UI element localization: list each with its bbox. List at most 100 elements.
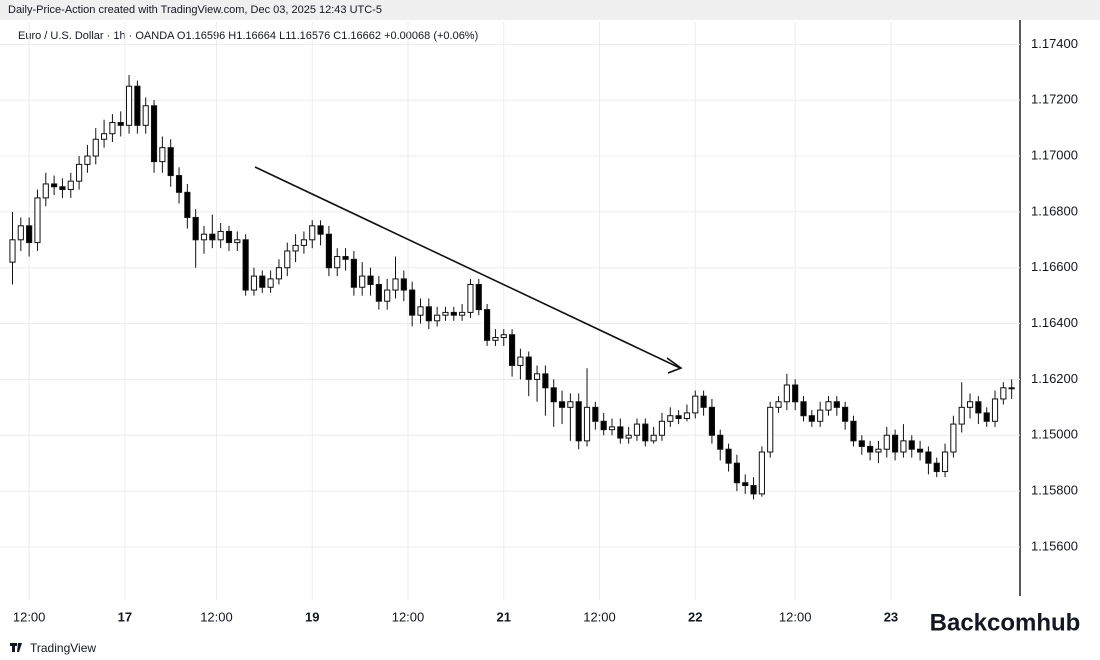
candles — [9, 75, 1015, 500]
candle-body — [67, 180, 74, 191]
candle-body — [1008, 387, 1015, 390]
candle-body — [500, 334, 507, 339]
chart-title: Euro / U.S. Dollar · 1h · OANDA O1.16596… — [18, 30, 478, 42]
y-tick-label: 1.17400 — [1031, 36, 1078, 51]
candle-body — [425, 306, 432, 322]
x-tick-label: 12:00 — [583, 609, 616, 624]
candle-body — [525, 356, 532, 380]
candle-body — [991, 398, 999, 422]
candle-body — [783, 384, 790, 403]
candle-body — [76, 163, 83, 182]
candle-body — [159, 147, 166, 163]
y-tick-label: 1.15000 — [1031, 427, 1078, 442]
candle-body — [683, 412, 691, 420]
candle-body — [941, 451, 949, 473]
candle-body — [975, 401, 982, 414]
grid — [0, 22, 1020, 600]
candle-body — [633, 423, 641, 436]
candle-body — [492, 337, 499, 341]
candle-body — [442, 311, 449, 316]
candle-body — [309, 225, 316, 241]
candle-body — [917, 448, 924, 453]
candle-body — [92, 138, 99, 157]
x-tick-label: 19 — [305, 609, 319, 624]
watermark-box: Backcomhub — [916, 596, 1094, 650]
candle-body — [409, 289, 416, 316]
y-tick-label: 1.16600 — [1031, 259, 1078, 274]
candle-body — [350, 258, 357, 288]
candle-body — [509, 334, 516, 366]
x-tick-label: 17 — [118, 609, 132, 624]
candle-body — [833, 401, 840, 408]
candle-body — [592, 406, 599, 422]
candle-body — [825, 401, 832, 411]
trend-arrow — [254, 166, 683, 374]
candle-body — [658, 420, 666, 436]
candle-body — [533, 373, 541, 380]
candle-body — [342, 256, 349, 260]
candle-body — [700, 395, 707, 408]
candle-body — [900, 440, 907, 453]
candle-body — [475, 283, 482, 311]
candle-body — [850, 420, 857, 442]
candle-body — [150, 105, 158, 163]
candle-body — [234, 239, 241, 244]
candle-body — [542, 373, 549, 389]
candle-body — [467, 283, 474, 313]
candle-body — [417, 306, 424, 316]
candle-body — [966, 401, 974, 408]
candle-body — [758, 451, 765, 495]
candle-body — [583, 406, 591, 442]
candle-body — [725, 448, 732, 464]
candle-body — [742, 482, 749, 487]
candle-body — [450, 311, 457, 316]
candle-body — [51, 183, 58, 188]
candle-body — [767, 406, 774, 453]
candle-body — [334, 256, 341, 269]
candle-body — [733, 462, 740, 484]
candle-body — [708, 406, 715, 436]
candle-body — [717, 434, 724, 450]
candle-body — [517, 356, 524, 366]
candle-body — [225, 230, 233, 244]
y-tick-label: 1.16200 — [1031, 371, 1078, 386]
x-tick-label: 12:00 — [779, 609, 812, 624]
candle-body — [300, 239, 307, 246]
y-tick-label: 1.16800 — [1031, 203, 1078, 218]
candle-body — [167, 147, 174, 177]
candle-body — [484, 309, 491, 341]
candle-body — [9, 239, 16, 263]
candle-body — [883, 434, 890, 450]
candle-body — [625, 434, 632, 439]
x-tick-label: 23 — [884, 609, 898, 624]
y-tick-label: 1.15800 — [1031, 483, 1078, 498]
y-tick-label: 1.16400 — [1031, 315, 1078, 330]
y-tick-label: 1.15600 — [1031, 538, 1078, 553]
x-tick-label: 12:00 — [392, 609, 425, 624]
candle-body — [692, 395, 699, 414]
candle-body — [908, 440, 915, 450]
candle-body — [134, 85, 141, 126]
header-bar — [0, 0, 1100, 20]
candle-body — [275, 267, 283, 280]
candle-body — [608, 426, 616, 431]
candle-body — [650, 434, 657, 442]
candle-body — [242, 239, 249, 291]
candle-body — [617, 426, 624, 439]
candle-body — [200, 233, 208, 241]
watermark: Backcomhub — [930, 609, 1081, 636]
candle-body — [817, 409, 824, 422]
candle-body — [550, 387, 557, 403]
candle-body — [667, 415, 674, 422]
candle-body — [642, 423, 649, 442]
candle-body — [925, 451, 932, 464]
candle-body — [359, 275, 366, 288]
candle-body — [392, 278, 399, 291]
candle-body — [317, 225, 324, 235]
candle-body — [109, 122, 116, 135]
candle-body — [958, 406, 965, 425]
candle-body — [600, 420, 607, 431]
candle-body — [17, 225, 24, 241]
candle-body — [1000, 387, 1007, 400]
